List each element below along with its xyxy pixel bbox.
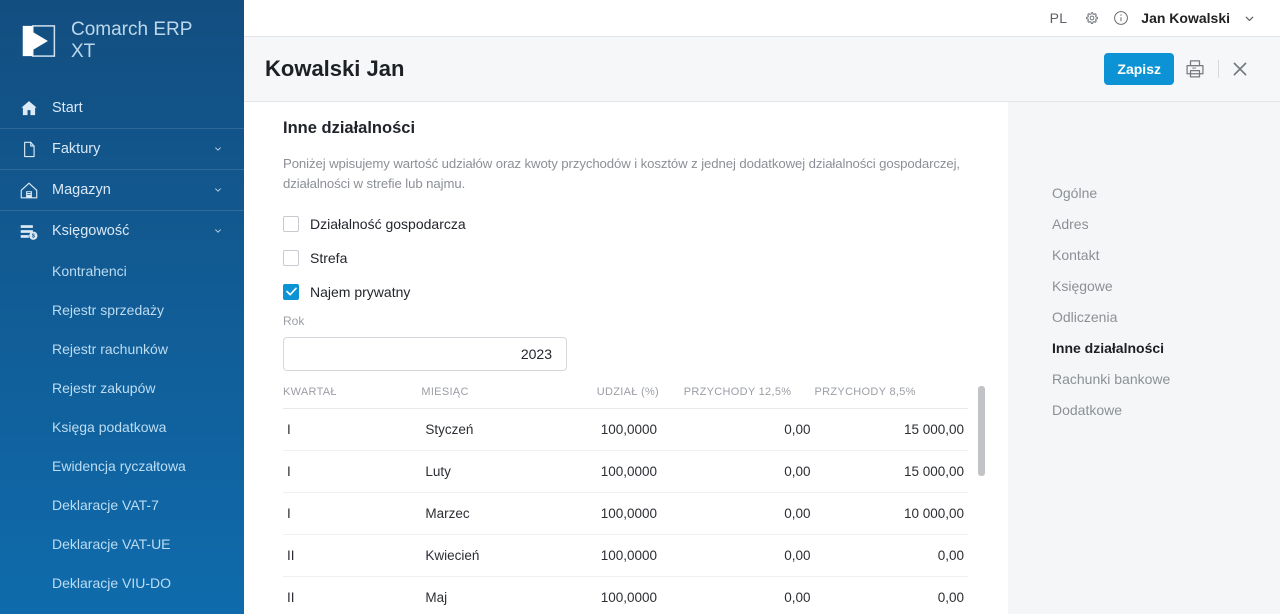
svg-text:$: $ — [32, 233, 35, 239]
